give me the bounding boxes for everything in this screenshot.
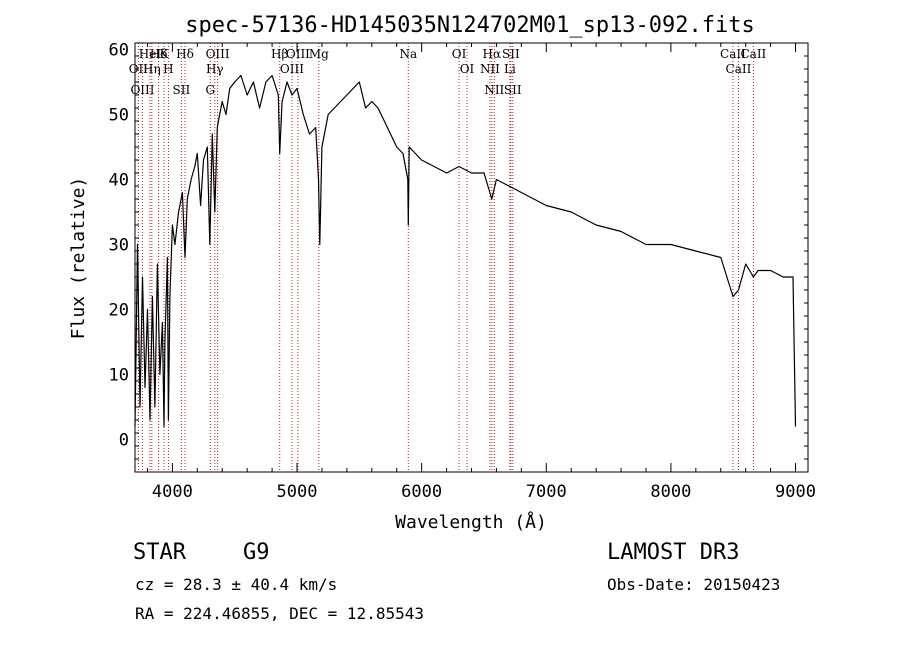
line-label-23: Li bbox=[504, 62, 516, 76]
line-label-8: SII bbox=[173, 83, 191, 97]
y-tick-label-1: 10 bbox=[109, 366, 129, 386]
x-tick-label-1: 5000 bbox=[277, 482, 318, 502]
line-label-5: K bbox=[160, 47, 170, 61]
line-label-25: CaII bbox=[720, 47, 746, 61]
line-label-0: Hδ bbox=[150, 47, 168, 61]
y-tick-label-4: 40 bbox=[109, 171, 129, 191]
object-class: STAR bbox=[133, 540, 186, 565]
x-axis-ticks: 4000 5000 6000 7000 8000 9000 bbox=[146, 43, 816, 502]
line-label-24: SII bbox=[504, 83, 522, 97]
y-tick-label-6: 60 bbox=[109, 41, 129, 61]
x-tick-label-4: 8000 bbox=[650, 482, 691, 502]
line-label-22: SII bbox=[502, 47, 520, 61]
line-label-11: G bbox=[205, 83, 215, 97]
line-label-14: OIII bbox=[286, 47, 310, 61]
line-label-18: OI bbox=[460, 62, 475, 76]
line-label-16: Na bbox=[399, 47, 417, 61]
line-label-10: Hγ bbox=[206, 62, 224, 76]
coordinates: RA = 224.46855, DEC = 12.85543 bbox=[135, 604, 424, 623]
line-label-12: Hβ bbox=[271, 47, 288, 61]
chart-title: spec-57136-HD145035N124702M01_sp13-092.f… bbox=[185, 13, 755, 38]
redshift-cz: cz = 28.3 ± 40.4 km/s bbox=[135, 575, 338, 594]
line-label-17: OI bbox=[452, 47, 467, 61]
y-axis-title: Flux (relative) bbox=[68, 177, 89, 340]
y-tick-label-3: 30 bbox=[109, 236, 129, 256]
x-tick-label-5: 9000 bbox=[775, 482, 816, 502]
line-label-20: NII bbox=[480, 62, 500, 76]
line-label-26: CaII bbox=[726, 62, 752, 76]
x-tick-label-0: 4000 bbox=[152, 482, 193, 502]
line-label-19: Hα bbox=[483, 47, 502, 61]
survey-name: LAMOST DR3 bbox=[607, 540, 740, 565]
x-axis-title: Wavelength (Å) bbox=[395, 511, 547, 533]
line-label-4: Hη bbox=[143, 62, 161, 76]
spectrum-series bbox=[134, 74, 797, 428]
line-label-15: Mg bbox=[309, 47, 329, 61]
line-label-7: Hδ bbox=[176, 47, 194, 61]
line-label-21: NII bbox=[484, 83, 504, 97]
line-label-27: CaII bbox=[740, 47, 766, 61]
line-label-9: OIII bbox=[206, 47, 230, 61]
y-axis-ticks: 0 10 20 30 40 50 60 bbox=[109, 41, 808, 473]
spectral-subclass: G9 bbox=[243, 540, 270, 565]
y-tick-label-2: 20 bbox=[109, 301, 129, 321]
plot-frame bbox=[134, 42, 809, 473]
line-label-6: H bbox=[163, 62, 173, 76]
y-tick-label-0: 0 bbox=[119, 431, 129, 451]
x-tick-label-3: 7000 bbox=[526, 482, 567, 502]
x-tick-label-2: 6000 bbox=[401, 482, 442, 502]
line-label-13: OIII bbox=[280, 62, 304, 76]
line-label-2: OIII bbox=[130, 83, 154, 97]
y-tick-label-5: 50 bbox=[109, 106, 129, 126]
line-label-3: HeI bbox=[139, 47, 162, 61]
observation-date: Obs-Date: 20150423 bbox=[607, 575, 781, 594]
series-line-spectrum bbox=[134, 74, 797, 428]
